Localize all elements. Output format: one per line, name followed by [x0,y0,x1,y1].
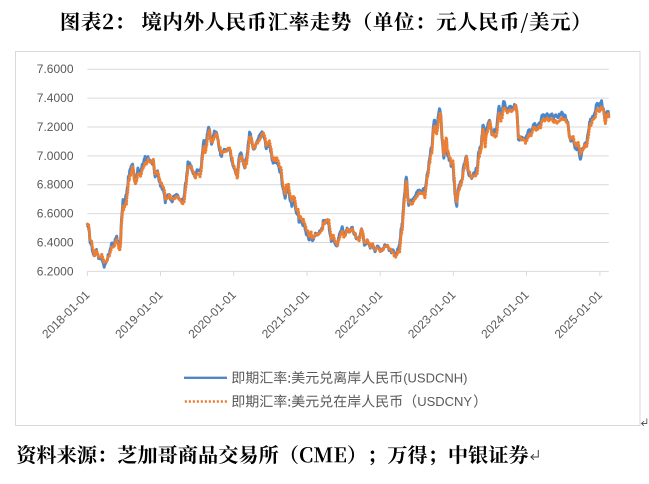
svg-text:6.2000: 6.2000 [37,264,74,278]
svg-text:7.0000: 7.0000 [37,149,74,163]
svg-text:7.6000: 7.6000 [37,62,74,76]
svg-text:7.2000: 7.2000 [37,120,74,134]
svg-text:6.8000: 6.8000 [37,178,74,192]
svg-text:(USDCNH): (USDCNH) [403,370,467,385]
svg-text:6.4000: 6.4000 [37,236,74,250]
svg-text:USDCNY: USDCNY [417,394,472,409]
svg-text:7.4000: 7.4000 [37,91,74,105]
svg-text:6.6000: 6.6000 [37,207,74,221]
